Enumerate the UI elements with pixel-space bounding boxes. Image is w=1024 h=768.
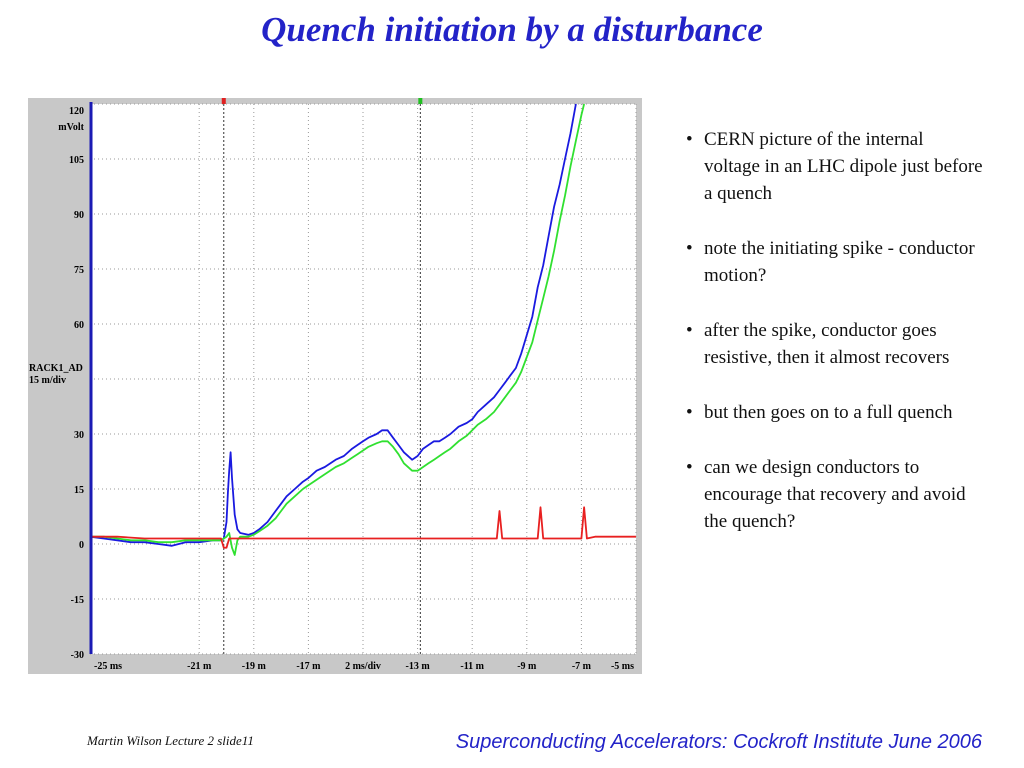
footer-course: Superconducting Accelerators: Cockroft I… xyxy=(455,731,982,753)
x-tick-labels: -25 ms -21 m -19 m -17 m 2 ms/div -13 m -11 m -… xyxy=(94,661,634,672)
slide-title: Quench initiation by a disturbance xyxy=(261,10,763,49)
y-tick-label: 15 xyxy=(74,485,84,496)
y-tick-label: 30 xyxy=(74,430,84,441)
x-tick-label: -21 m xyxy=(187,661,212,672)
channel-label: RACK1_AD xyxy=(29,363,83,374)
x-tick-label: 2 ms/div xyxy=(345,661,381,672)
y-tick-label: -30 xyxy=(71,650,84,661)
y-tick-labels: 120 105 90 75 60 30 15 0 -15 -30 xyxy=(69,106,84,661)
bullet-item: can we design conductors to encourage th… xyxy=(684,454,984,535)
x-tick-label: -11 m xyxy=(460,661,484,672)
y-tick-label: 105 xyxy=(69,155,84,166)
x-tick-label: -5 ms xyxy=(611,661,634,672)
y-tick-label: 90 xyxy=(74,210,84,221)
series-line xyxy=(90,506,636,549)
channel-scale: 15 m/div xyxy=(29,375,66,386)
cursor-marker xyxy=(221,98,226,104)
cursor-marker xyxy=(418,98,423,104)
y-tick-label: -15 xyxy=(71,595,84,606)
y-tick-label: 120 xyxy=(69,106,84,117)
y-tick-label: 0 xyxy=(79,540,84,551)
series-line xyxy=(89,103,577,547)
x-tick-label: -9 m xyxy=(517,661,537,672)
bullet-item: but then goes on to a full quench xyxy=(684,399,984,426)
x-tick-label: -17 m xyxy=(296,661,321,672)
chart-svg: 120 105 90 75 60 30 15 0 -15 -30 -25 ms -21 m -19 m… xyxy=(28,98,642,674)
x-tick-label: -25 ms xyxy=(94,661,122,672)
y-tick-label: 75 xyxy=(74,265,84,276)
x-tick-label: -19 m xyxy=(242,661,267,672)
bullet-list: CERN picture of the internal voltage in … xyxy=(684,126,984,563)
gridlines xyxy=(89,103,637,655)
bullet-item: note the initiating spike - conductor mo… xyxy=(684,235,984,289)
bullet-item: CERN picture of the internal voltage in … xyxy=(684,126,984,207)
y-tick-label: 60 xyxy=(74,320,84,331)
bullet-item: after the spike, conductor goes resistiv… xyxy=(684,317,984,371)
x-tick-label: -7 m xyxy=(572,661,592,672)
x-tick-label: -13 m xyxy=(406,661,431,672)
series-line xyxy=(90,103,585,556)
cursor-lines xyxy=(221,98,423,654)
oscilloscope-chart: 120 105 90 75 60 30 15 0 -15 -30 -25 ms -21 m -19 m… xyxy=(28,98,642,674)
y-unit-label: mVolt xyxy=(58,122,84,133)
series-lines xyxy=(89,103,636,556)
footer-author: Martin Wilson Lecture 2 slide11 xyxy=(87,733,254,748)
